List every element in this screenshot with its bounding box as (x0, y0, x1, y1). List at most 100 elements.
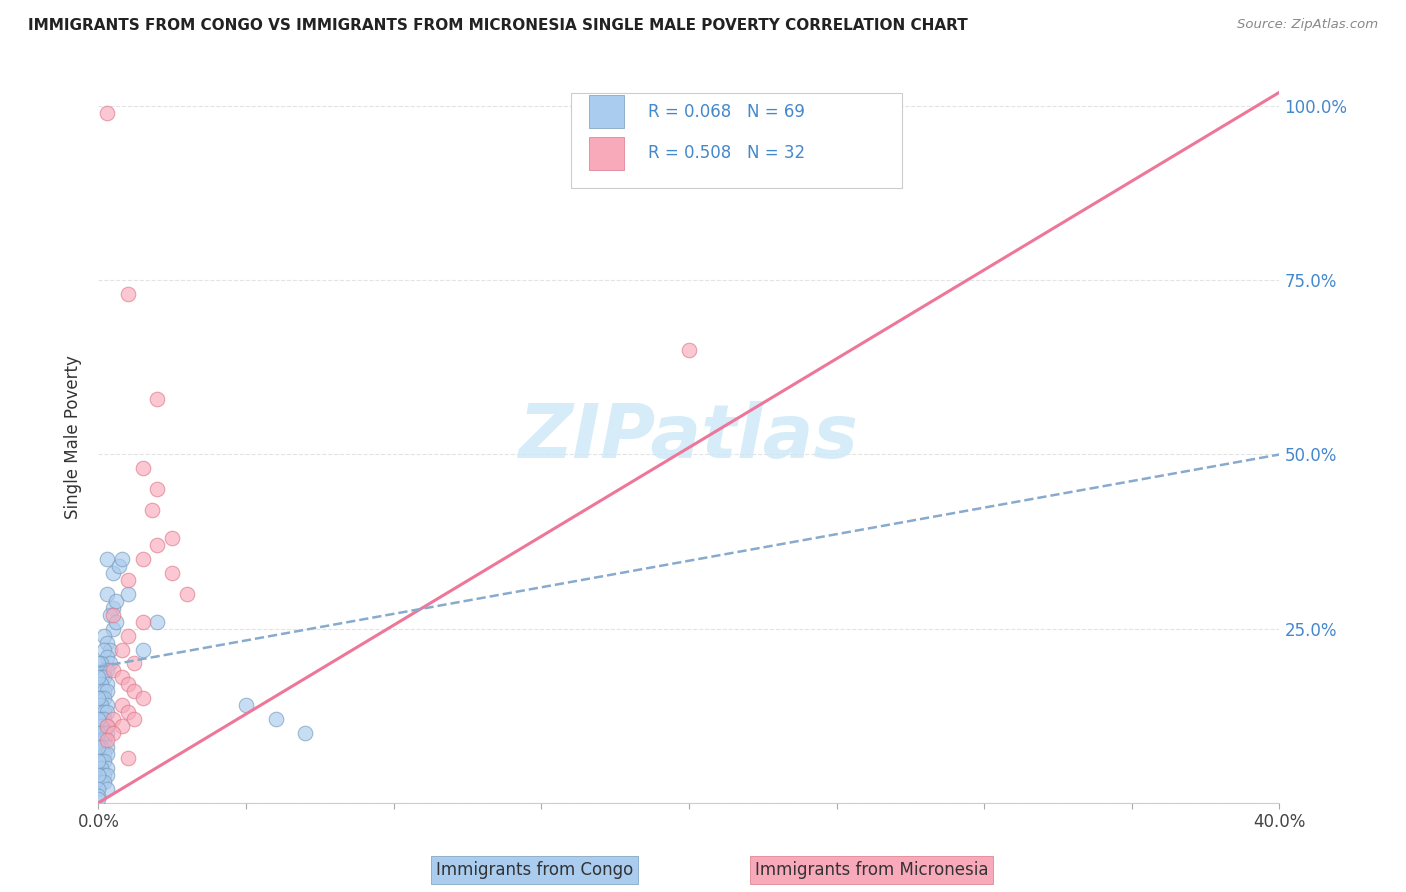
Point (98, 607, 121, 622)
Point (93, 712, 115, 726)
Point (87, 768, 110, 782)
Point (146, 392, 169, 406)
Point (294, 726, 316, 740)
Point (96, 740, 118, 755)
Point (117, 750, 139, 764)
Point (111, 719, 134, 733)
Point (87, 691, 110, 706)
Text: Immigrants from Congo: Immigrants from Congo (436, 861, 633, 879)
Point (93, 705, 115, 719)
Point (93, 664, 115, 678)
Point (103, 607, 125, 622)
Bar (571, 94, 901, 188)
Point (98, 657, 121, 671)
Point (90, 754, 112, 768)
Point (90, 740, 112, 755)
Point (96, 698, 118, 713)
Point (96, 649, 118, 664)
Point (90, 677, 112, 691)
Point (93, 726, 115, 740)
Point (176, 587, 198, 601)
Point (103, 566, 125, 580)
Text: R = 0.068   N = 69: R = 0.068 N = 69 (648, 103, 804, 120)
Point (146, 483, 169, 497)
Point (87, 740, 110, 755)
Point (90, 657, 112, 671)
Point (108, 558, 131, 573)
Point (235, 698, 257, 713)
Point (117, 705, 139, 719)
Text: IMMIGRANTS FROM CONGO VS IMMIGRANTS FROM MICRONESIA SINGLE MALE POVERTY CORRELAT: IMMIGRANTS FROM CONGO VS IMMIGRANTS FROM… (28, 18, 967, 33)
Point (96, 761, 118, 775)
Point (111, 698, 134, 713)
Point (96, 768, 118, 782)
Point (96, 733, 118, 747)
Point (96, 719, 118, 733)
Point (111, 642, 134, 657)
Point (87, 792, 110, 806)
Bar (589, 95, 624, 128)
Point (87, 781, 110, 796)
Point (117, 287, 139, 301)
Point (103, 726, 125, 740)
Point (87, 789, 110, 803)
Point (122, 712, 145, 726)
Point (96, 747, 118, 761)
Point (146, 615, 169, 629)
Point (90, 775, 112, 789)
Point (96, 552, 118, 566)
Point (93, 747, 115, 761)
Point (96, 635, 118, 649)
Point (678, 343, 700, 357)
Point (90, 698, 112, 713)
Point (87, 657, 110, 671)
Point (122, 684, 145, 698)
Point (105, 615, 128, 629)
Point (146, 538, 169, 552)
Point (90, 733, 112, 747)
Point (90, 712, 112, 726)
Point (264, 712, 287, 726)
Point (93, 629, 115, 643)
Point (111, 552, 134, 566)
Point (93, 733, 115, 747)
Text: Source: ZipAtlas.com: Source: ZipAtlas.com (1237, 18, 1378, 31)
Point (93, 768, 115, 782)
Point (93, 670, 115, 684)
Point (103, 712, 125, 726)
Point (103, 664, 125, 678)
Point (90, 719, 112, 733)
Point (132, 691, 155, 706)
Point (93, 684, 115, 698)
Point (96, 719, 118, 733)
Point (122, 657, 145, 671)
Point (87, 754, 110, 768)
Point (93, 642, 115, 657)
Point (103, 622, 125, 636)
Point (105, 594, 128, 608)
Point (90, 761, 112, 775)
Point (117, 677, 139, 691)
Point (132, 461, 155, 475)
Point (96, 684, 118, 698)
Text: Immigrants from Micronesia: Immigrants from Micronesia (755, 861, 988, 879)
Point (96, 677, 118, 691)
Point (141, 503, 163, 517)
Point (96, 664, 118, 678)
Point (96, 781, 118, 796)
Point (93, 691, 115, 706)
Point (111, 670, 134, 684)
Point (98, 642, 121, 657)
Text: ZIPatlas: ZIPatlas (519, 401, 859, 474)
Point (93, 775, 115, 789)
Point (103, 600, 125, 615)
Y-axis label: Single Male Poverty: Single Male Poverty (65, 355, 83, 519)
Point (162, 531, 183, 545)
Point (96, 106, 118, 120)
Point (132, 552, 155, 566)
Point (87, 726, 110, 740)
Point (132, 615, 155, 629)
Point (90, 670, 112, 684)
Point (96, 587, 118, 601)
Point (117, 587, 139, 601)
